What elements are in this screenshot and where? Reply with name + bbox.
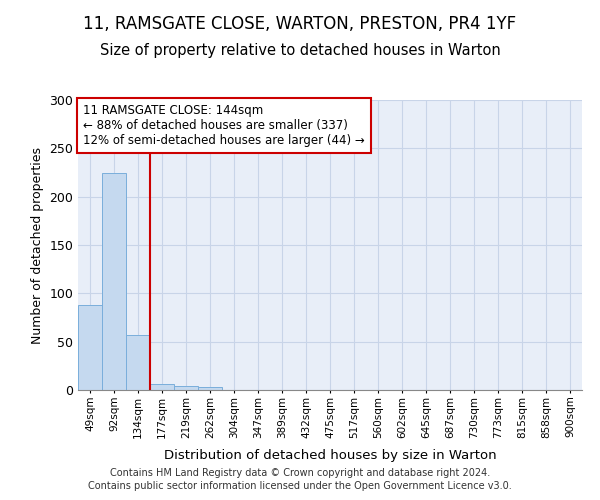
Text: Contains HM Land Registry data © Crown copyright and database right 2024.: Contains HM Land Registry data © Crown c… [110,468,490,477]
Text: 11 RAMSGATE CLOSE: 144sqm
← 88% of detached houses are smaller (337)
12% of semi: 11 RAMSGATE CLOSE: 144sqm ← 88% of detac… [83,104,365,148]
Y-axis label: Number of detached properties: Number of detached properties [31,146,44,344]
Text: Contains public sector information licensed under the Open Government Licence v3: Contains public sector information licen… [88,481,512,491]
Bar [126,335,150,390]
Bar [174,386,198,390]
Text: 11, RAMSGATE CLOSE, WARTON, PRESTON, PR4 1YF: 11, RAMSGATE CLOSE, WARTON, PRESTON, PR4… [83,15,517,33]
Bar [198,387,222,390]
Bar [150,384,174,390]
X-axis label: Distribution of detached houses by size in Warton: Distribution of detached houses by size … [164,449,496,462]
Text: Size of property relative to detached houses in Warton: Size of property relative to detached ho… [100,42,500,58]
Bar [102,172,126,390]
Bar [78,305,102,390]
